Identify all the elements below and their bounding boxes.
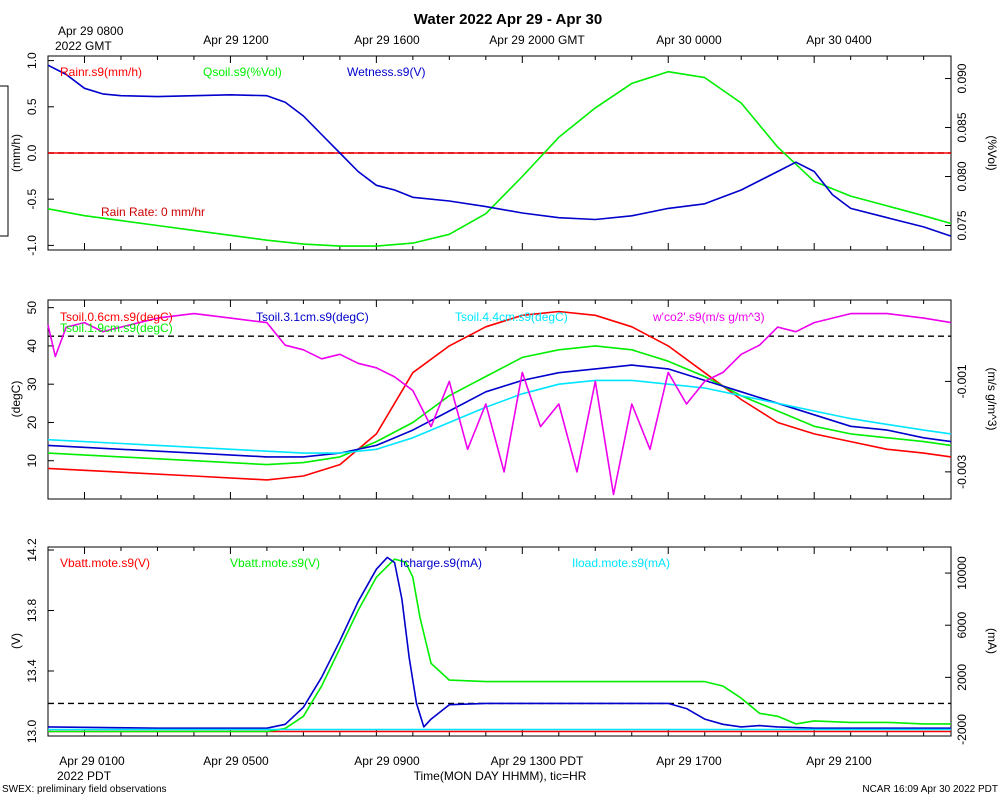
right-axis-label: (%Vol)	[985, 135, 999, 170]
gmt-tick-label: Apr 29 2000 GMT	[489, 33, 585, 47]
y-tick-label: 13.8	[25, 599, 39, 623]
pdt-tick-label: Apr 29 0900	[354, 754, 420, 768]
right-ticks: -0.003 -0.001	[945, 364, 969, 489]
legend-vbatt-red: Vbatt.mote.s9(V)	[60, 556, 150, 570]
water-panel: -1.0 -0.5 0.0 0.5 1.0 0.075 0.080 0.085 0.090 R…	[9, 52, 999, 256]
x-ticks	[47, 56, 925, 250]
legend-tsoil-4.4: Tsoil.4.4cm.s9(degC)	[455, 310, 568, 324]
legend-wco2: w'co2'.s9(m/s g/m^3)	[652, 310, 765, 324]
y-tick-label: 0.085	[955, 112, 969, 142]
y-tick-label: -0.5	[25, 189, 39, 210]
footer-timestamp: NCAR 16:09 Apr 30 2022 PDT	[862, 784, 998, 795]
chart-title: Water 2022 Apr 29 - Apr 30	[414, 11, 602, 28]
y-tick-label: 10000	[955, 556, 969, 590]
legend-qsoil: Qsoil.s9(%Vol)	[203, 65, 282, 79]
pdt-tick-label: Apr 29 1700	[656, 754, 722, 768]
pdt-tick-label: Apr 29 0500	[203, 754, 269, 768]
y-tick-label: -0.001	[955, 364, 969, 398]
left-axis-label: (V)	[9, 633, 23, 649]
legend-tsoil-1.9: Tsoil.1.9cm.s9(degC)	[60, 321, 173, 335]
legend-iload: Iload.mote.s9(mA)	[572, 556, 670, 570]
right-axis-label: (m/s g/m^3)	[985, 368, 999, 431]
series-line-tsoil-1-9cm-s9-degc-1	[47, 345, 952, 466]
legend-tsoil-0.6: Tsoil.0.6cm.s9(degC)	[60, 310, 173, 324]
pdt-tick-label: Apr 29 1300 PDT	[491, 754, 584, 768]
y-tick-label: 0.0	[25, 144, 39, 161]
y-tick-label: 40	[25, 339, 39, 353]
y-tick-label: -1.0	[25, 235, 39, 256]
y-tick-label: 13.4	[25, 659, 39, 683]
legend-rainr: Rainr.s9(mm/h)	[60, 65, 142, 79]
series-line-icharge-s9-ma-2	[47, 556, 951, 730]
pdt-year-label: 2022 PDT	[57, 769, 112, 783]
series-line-vbatt-mote-s9-v-1	[48, 558, 951, 733]
y-tick-label: 13.0	[25, 719, 39, 743]
pdt-tick-label: Apr 29 0100	[59, 754, 125, 768]
gmt-tick-label: Apr 30 0400	[806, 33, 872, 47]
y-tick-label: 10	[25, 454, 39, 468]
series-line-qsoil-s9-vol-1	[47, 70, 952, 247]
footer-note: SWEX: preliminary field observations	[2, 784, 167, 795]
y-tick-label: 1.0	[25, 52, 39, 69]
gmt-tick-label: Apr 29 1200	[203, 33, 269, 47]
left-ticks: -1.0 -0.5 0.0 0.5 1.0	[25, 52, 54, 256]
y-tick-label: 6000	[955, 612, 969, 639]
series-group	[47, 310, 952, 496]
left-ticks: 13.0 13.4 13.8 14.2	[25, 538, 54, 743]
plot-frame	[47, 546, 952, 737]
gmt-tick-label: Apr 29 1600	[354, 33, 420, 47]
y-tick-label: 20	[25, 415, 39, 429]
series-line-tsoil-4-4cm-s9-degc-3	[47, 379, 952, 454]
right-axis-label: (mA)	[985, 628, 999, 654]
series-line-wetness-s9-v-2	[47, 64, 952, 237]
x-ticks	[47, 300, 925, 499]
y-tick-label: -0.003	[955, 455, 969, 489]
y-tick-label: 0.090	[955, 63, 969, 93]
gmt-tick-first-line1: Apr 29 0800	[58, 24, 124, 38]
legend-icharge: Icharge.s9(mA)	[400, 556, 482, 570]
x-axis-label: Time(MON DAY HHMM), tic=HR	[414, 769, 587, 783]
legend-box-clip	[0, 85, 9, 237]
left-axis-label: (degC)	[9, 381, 23, 418]
gmt-tick-label: Apr 30 0000	[656, 33, 722, 47]
legend-vbatt-green: Vbatt.mote.s9(V)	[230, 556, 320, 570]
left-axis-label: (mm/h)	[9, 134, 23, 172]
rain-rate-annotation: Rain Rate: 0 mm/hr	[101, 205, 205, 219]
y-tick-label: 0.080	[955, 161, 969, 191]
left-ticks: 10 20 30 40 50	[25, 301, 54, 468]
y-tick-label: 0.5	[25, 98, 39, 115]
y-tick-label: -2000	[955, 714, 969, 745]
y-tick-label: 2000	[955, 664, 969, 691]
y-tick-label: 30	[25, 377, 39, 391]
series-group	[47, 556, 951, 733]
y-tick-label: 0.075	[955, 210, 969, 240]
right-ticks: -2000 2000 6000 10000	[945, 556, 969, 745]
series-line-tsoil-0-6cm-s9-degc-0	[47, 310, 952, 481]
soil-temp-panel: 10 20 30 40 50 -0.003 -0.001 Tsoil.0.6cm.s9(d…	[9, 299, 999, 500]
pdt-tick-label: Apr 29 2100	[806, 754, 872, 768]
y-tick-label: 14.2	[25, 538, 39, 562]
series-line-w-co2-s9-m-s-g-m-3-4	[47, 312, 952, 496]
right-ticks: 0.075 0.080 0.085 0.090	[945, 63, 969, 241]
legend-wetness: Wetness.s9(V)	[347, 65, 425, 79]
legend-tsoil-3.1: Tsoil.3.1cm.s9(degC)	[256, 310, 369, 324]
power-panel: 13.0 13.4 13.8 14.2 -2000 2000 6000 10000 Vbat…	[9, 538, 999, 745]
y-tick-label: 50	[25, 301, 39, 315]
plot-frame	[47, 299, 952, 500]
series-group	[47, 64, 952, 247]
series-line-tsoil-3-1cm-s9-degc-2	[47, 364, 952, 458]
gmt-tick-first-line2: 2022 GMT	[55, 39, 112, 53]
